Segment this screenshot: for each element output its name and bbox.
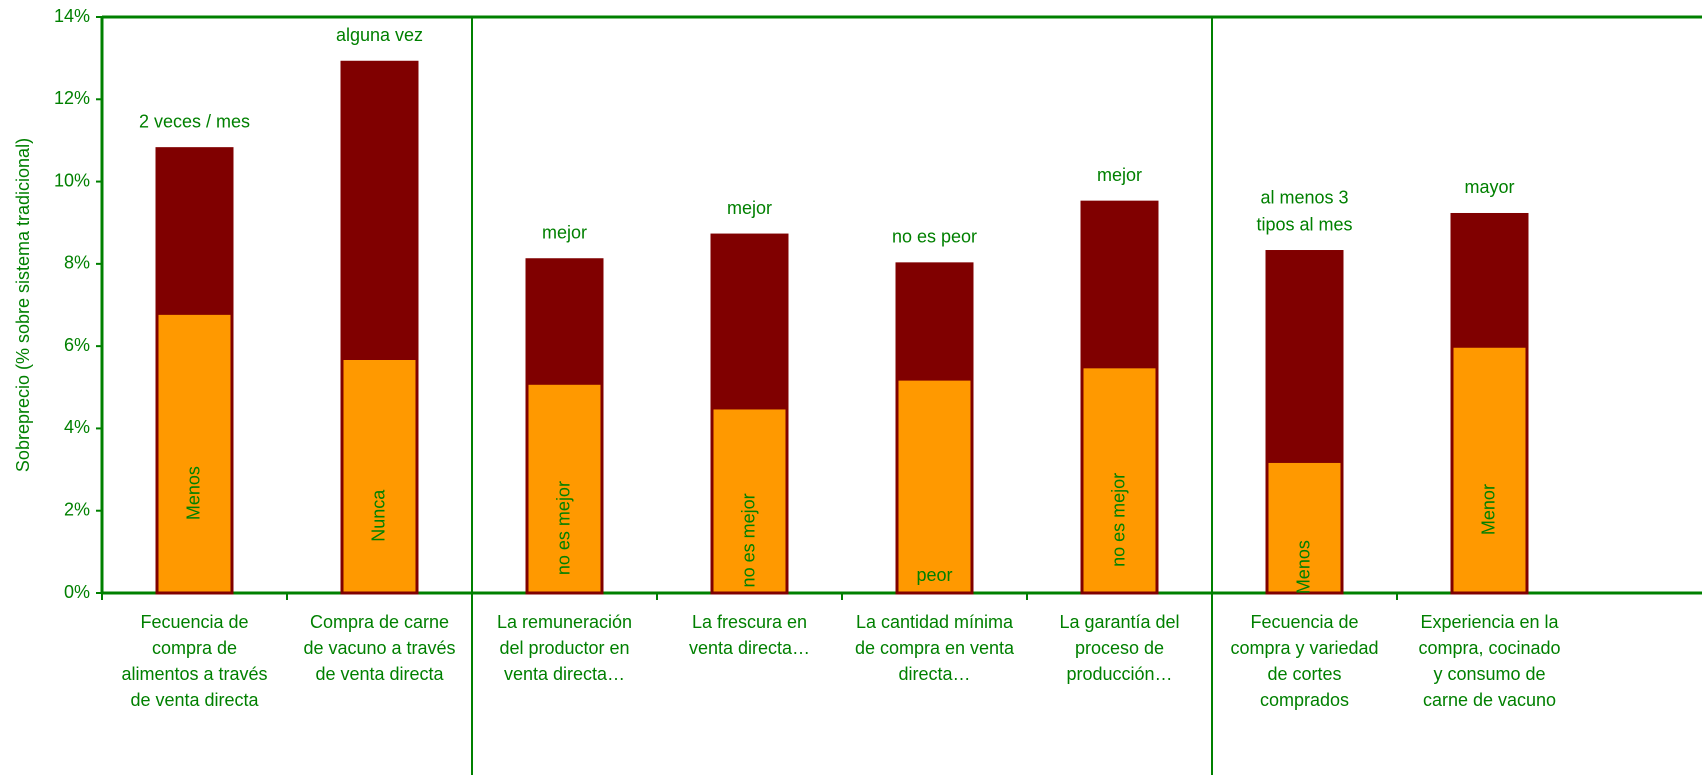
segment-label: no es mejor xyxy=(738,493,758,587)
segment-label: Menos xyxy=(183,466,203,520)
y-tick-label: 14% xyxy=(54,6,90,26)
bar-segment xyxy=(895,262,974,381)
x-tick-label: La cantidad mínima xyxy=(856,612,1014,632)
x-tick-label: directa… xyxy=(898,664,970,684)
y-tick-label: 8% xyxy=(64,253,90,273)
bar-segment xyxy=(155,311,234,595)
segment-label: peor xyxy=(916,565,952,585)
bar-segment xyxy=(710,406,789,595)
y-tick-label: 2% xyxy=(64,499,90,519)
x-tick-label: compra y variedad xyxy=(1230,638,1378,658)
bar-segment xyxy=(1450,212,1529,348)
segment-label: no es mejor xyxy=(1108,473,1128,567)
x-tick-label: de cortes xyxy=(1267,664,1341,684)
top-label: mejor xyxy=(542,222,587,242)
x-tick-label: alimentos a través xyxy=(121,664,267,684)
y-tick-label: 10% xyxy=(54,170,90,190)
bar-segment xyxy=(340,60,419,360)
bar-segment xyxy=(525,258,604,385)
bar-segment xyxy=(1450,344,1529,595)
top-label: al menos 3 xyxy=(1260,187,1348,207)
top-label: mayor xyxy=(1464,177,1514,197)
x-tick-label: venta directa… xyxy=(689,638,810,658)
x-tick-label: compra de xyxy=(152,638,237,658)
y-tick-label: 0% xyxy=(64,582,90,602)
x-tick-label: carne de vacuno xyxy=(1423,690,1556,710)
x-tick-label: del productor en xyxy=(499,638,629,658)
x-tick-label: de vacuno a través xyxy=(303,638,455,658)
top-label: tipos al mes xyxy=(1256,214,1352,234)
y-tick-label: 6% xyxy=(64,335,90,355)
bar-segment xyxy=(1080,200,1159,369)
segment-label: Nunca xyxy=(368,489,388,542)
x-tick-label: de compra en venta xyxy=(855,638,1015,658)
top-label: mejor xyxy=(727,198,772,218)
x-tick-label: La frescura en xyxy=(692,612,807,632)
bar-segment xyxy=(710,233,789,410)
x-tick-label: Fecuencia de xyxy=(140,612,248,632)
top-label: 2 veces / mes xyxy=(139,111,250,131)
y-axis-title: Sobreprecio (% sobre sistema tradicional… xyxy=(13,138,33,472)
x-tick-label: proceso de xyxy=(1075,638,1164,658)
x-tick-label: compra, cocinado xyxy=(1418,638,1560,658)
top-label: no es peor xyxy=(892,227,977,247)
bar-segment xyxy=(1265,250,1344,463)
y-tick-label: 4% xyxy=(64,417,90,437)
y-tick-label: 12% xyxy=(54,88,90,108)
bar-segment xyxy=(340,356,419,595)
bar-segment xyxy=(895,377,974,595)
x-tick-label: comprados xyxy=(1260,690,1349,710)
x-tick-label: y consumo de xyxy=(1433,664,1545,684)
x-tick-label: La remuneración xyxy=(497,612,632,632)
top-label: alguna vez xyxy=(336,25,423,45)
segment-label: no es mejor xyxy=(553,481,573,575)
x-tick-label: Compra de carne xyxy=(310,612,449,632)
bar-segment xyxy=(155,147,234,315)
x-tick-label: de venta directa xyxy=(315,664,444,684)
top-label: mejor xyxy=(1097,165,1142,185)
x-tick-label: producción… xyxy=(1066,664,1172,684)
x-tick-label: venta directa… xyxy=(504,664,625,684)
segment-label: Menos xyxy=(1293,540,1313,594)
x-tick-label: Fecuencia de xyxy=(1250,612,1358,632)
x-tick-label: La garantía del xyxy=(1059,612,1179,632)
segment-label: Menor xyxy=(1478,484,1498,535)
x-tick-label: de venta directa xyxy=(130,690,259,710)
x-tick-label: Experiencia en la xyxy=(1420,612,1559,632)
